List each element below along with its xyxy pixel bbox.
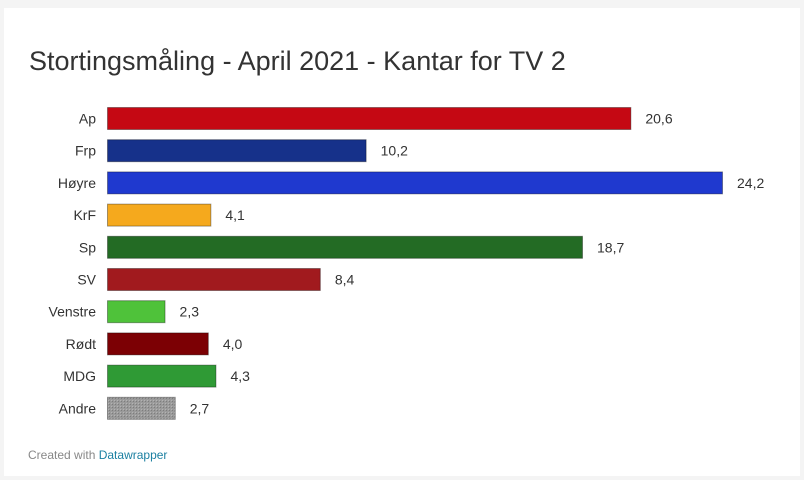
bar-venstre bbox=[107, 300, 166, 324]
bar-mdg bbox=[107, 364, 217, 388]
category-label-sv: SV bbox=[77, 272, 96, 288]
category-label-frp: Frp bbox=[75, 143, 96, 159]
category-label-sp: Sp bbox=[79, 239, 96, 255]
chart-title: Stortingsmåling - April 2021 - Kantar fo… bbox=[29, 46, 566, 76]
value-label-sp: 18,7 bbox=[597, 239, 624, 255]
chart-card: Stortingsmåling - April 2021 - Kantar fo… bbox=[4, 8, 800, 476]
bar-frp bbox=[107, 139, 367, 163]
value-label-mdg: 4,3 bbox=[230, 368, 250, 384]
category-label-mdg: MDG bbox=[63, 368, 96, 384]
bar-krf bbox=[107, 203, 212, 227]
value-label-andre: 2,7 bbox=[190, 400, 210, 416]
bar-sp bbox=[107, 235, 583, 259]
bar-chart: Ap 20,6 Frp 10,2 Høyre 24,2 KrF 4,1 Sp 18,7 SV 8,4 V… bbox=[49, 107, 764, 420]
value-label-rodt: 4,0 bbox=[223, 336, 243, 352]
category-label-rodt: Rødt bbox=[66, 336, 96, 352]
value-label-frp: 10,2 bbox=[381, 143, 408, 159]
credit-prefix: Created with bbox=[28, 448, 96, 462]
bar-ap bbox=[107, 107, 632, 130]
bar-hoyre bbox=[107, 171, 723, 195]
category-label-krf: KrF bbox=[73, 207, 96, 223]
category-label-venstre: Venstre bbox=[49, 304, 97, 320]
bars-group: Ap 20,6 Frp 10,2 Høyre 24,2 KrF 4,1 Sp 18,7 SV 8,4 V… bbox=[49, 107, 764, 420]
datawrapper-link[interactable]: Datawrapper bbox=[98, 448, 168, 462]
value-label-sv: 8,4 bbox=[335, 272, 355, 288]
category-label-hoyre: Høyre bbox=[58, 175, 96, 191]
bar-andre bbox=[107, 396, 176, 420]
value-label-ap: 20,6 bbox=[645, 111, 672, 127]
value-label-krf: 4,1 bbox=[225, 207, 245, 223]
value-label-hoyre: 24,2 bbox=[737, 175, 764, 191]
value-label-venstre: 2,3 bbox=[180, 304, 200, 320]
credit-line: Created with Datawrapper bbox=[28, 448, 167, 462]
category-label-ap: Ap bbox=[79, 111, 96, 127]
bar-sv bbox=[107, 268, 321, 291]
bar-rodt bbox=[107, 332, 209, 356]
category-label-andre: Andre bbox=[59, 400, 97, 416]
